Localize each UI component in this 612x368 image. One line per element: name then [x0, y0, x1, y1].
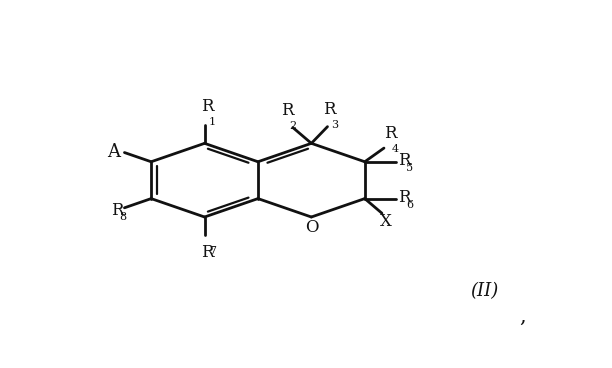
Text: A: A — [108, 143, 121, 161]
Text: R: R — [111, 202, 124, 219]
Text: 7: 7 — [209, 246, 216, 256]
Text: R: R — [201, 244, 213, 262]
Text: O: O — [305, 219, 319, 236]
Text: R: R — [398, 152, 411, 169]
Text: 1: 1 — [209, 117, 216, 127]
Text: R: R — [201, 98, 213, 115]
Text: 2: 2 — [289, 121, 296, 131]
Text: R: R — [398, 189, 411, 206]
Text: X: X — [380, 213, 392, 230]
Text: 5: 5 — [406, 163, 414, 173]
Text: ,: , — [519, 307, 526, 326]
Text: (II): (II) — [470, 282, 499, 300]
Text: 4: 4 — [392, 144, 399, 154]
Text: 8: 8 — [119, 212, 126, 222]
Text: 6: 6 — [406, 199, 414, 209]
Text: R: R — [323, 101, 335, 118]
Text: 3: 3 — [331, 120, 338, 130]
Text: R: R — [281, 102, 294, 119]
Text: R: R — [384, 125, 397, 142]
